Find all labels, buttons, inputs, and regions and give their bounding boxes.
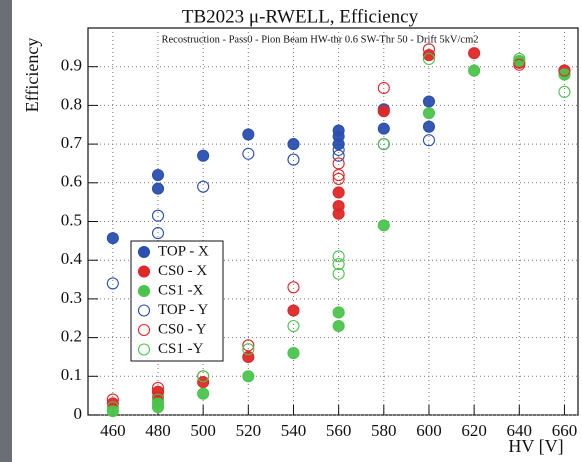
point [422, 107, 436, 120]
point [332, 267, 345, 280]
point [513, 58, 526, 71]
legend-label: CS0 - Y [158, 321, 207, 337]
y-tick-label: 0.7 [61, 133, 83, 152]
point [332, 258, 345, 271]
legend-label: CS1 -X [158, 282, 204, 298]
point [332, 149, 345, 162]
x-tick-label: 460 [100, 421, 126, 440]
legend-marker [137, 245, 151, 259]
point [151, 393, 165, 406]
y-tick-label: 0.5 [61, 210, 82, 229]
x-tick-label: 620 [461, 421, 487, 440]
point [242, 339, 255, 352]
point [422, 134, 436, 147]
y-tick-label: 0 [74, 404, 83, 423]
point [242, 370, 255, 383]
point [197, 370, 210, 383]
point [151, 169, 165, 182]
legend-marker [137, 265, 151, 278]
point [287, 319, 300, 333]
point [106, 393, 119, 406]
point [422, 120, 436, 133]
point [197, 387, 210, 400]
point [332, 186, 345, 199]
y-tick-label: 0.1 [61, 365, 82, 384]
point [287, 153, 300, 166]
point [242, 343, 255, 356]
point [151, 227, 165, 240]
point [558, 64, 571, 77]
point [151, 381, 165, 394]
x-tick-label: 480 [145, 421, 171, 440]
x-tick-label: 640 [507, 421, 533, 440]
legend-label: TOP - X [158, 243, 209, 259]
y-axis-label: Efficiency [22, 38, 42, 113]
point [332, 319, 345, 333]
point [558, 68, 571, 81]
y-tick-label: 0.9 [61, 56, 82, 75]
point [332, 172, 345, 185]
point [468, 64, 481, 77]
point [332, 250, 345, 263]
y-tick-label: 0.2 [61, 327, 82, 346]
photo-strip [0, 0, 12, 462]
legend-label: TOP - Y [158, 302, 208, 318]
point [242, 128, 255, 141]
legend-box [130, 240, 224, 362]
point [332, 169, 345, 182]
point [287, 304, 300, 317]
point [377, 138, 390, 151]
point [377, 219, 390, 232]
point [468, 47, 481, 60]
point [242, 147, 255, 160]
x-tick-label: 580 [371, 421, 397, 440]
x-tick-label: 560 [326, 421, 352, 440]
point [151, 385, 165, 398]
point [377, 105, 390, 118]
point [151, 182, 165, 195]
point [197, 149, 210, 162]
point [422, 43, 436, 56]
x-tick-label: 520 [236, 421, 262, 440]
y-tick-label: 0.3 [61, 288, 82, 307]
chart-title: TB2023 μ-RWELL, Efficiency [182, 6, 419, 27]
point [422, 95, 436, 108]
x-tick-label: 540 [281, 421, 307, 440]
legend-label: CS0 - X [158, 263, 207, 279]
y-tick-label: 0.4 [61, 249, 83, 268]
point [106, 405, 119, 418]
point [422, 52, 436, 66]
point [377, 122, 390, 135]
point [332, 306, 345, 319]
x-tick-label: 600 [416, 421, 442, 440]
point [151, 397, 165, 410]
legend-marker [137, 304, 151, 317]
point [332, 207, 345, 220]
x-tick-label: 660 [552, 421, 578, 440]
legend-marker [137, 323, 151, 337]
point [287, 347, 300, 360]
y-tick-label: 0.8 [61, 94, 82, 113]
point [106, 401, 119, 414]
point [151, 209, 165, 222]
x-axis-label: HV [V] [508, 436, 563, 456]
point [377, 81, 390, 95]
point [558, 85, 571, 98]
y-tick-label: 0.6 [61, 172, 82, 191]
point [197, 180, 210, 193]
point [332, 157, 345, 170]
point [287, 138, 300, 151]
legend-label: CS1 -Y [158, 341, 204, 357]
point [513, 52, 526, 66]
chart-subtitle: Recostruction - Pass0 - Pion Beam HW-thr… [162, 34, 479, 45]
point [287, 281, 300, 294]
legend-marker [137, 284, 151, 298]
point [332, 143, 345, 156]
point [106, 277, 119, 290]
point [106, 232, 119, 245]
legend-marker [137, 343, 151, 356]
x-tick-label: 500 [190, 421, 216, 440]
